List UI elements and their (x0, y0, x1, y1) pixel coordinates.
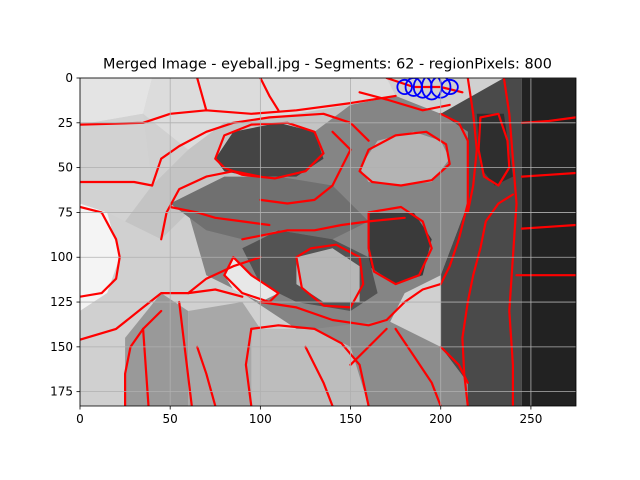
segment-lower-mid-gray (188, 302, 261, 406)
boundary-line (80, 180, 154, 187)
segment-lower-light (251, 328, 369, 406)
boundary-line (358, 130, 451, 187)
boundary-line (80, 288, 244, 341)
boundary-line (502, 78, 518, 406)
y-tick-label: 175 (50, 385, 73, 399)
x-tick-label: 100 (249, 412, 272, 426)
boundary-line (250, 324, 370, 406)
y-tick-label: 75 (58, 205, 73, 219)
y-tick-label: 125 (50, 295, 73, 309)
highlight-arc (440, 78, 459, 96)
segment-dark-blob-upper (215, 122, 324, 177)
x-tick-label: 150 (339, 412, 362, 426)
y-tick-label: 0 (65, 71, 73, 85)
boundary-line (295, 243, 365, 309)
segment-dark-core (368, 212, 432, 285)
boundary-line (259, 300, 388, 327)
segment-far-right-black (521, 78, 576, 406)
boundary-line (461, 193, 514, 406)
boundary-line (304, 345, 334, 406)
boundary-line (142, 327, 150, 406)
y-tick-label: 150 (50, 340, 73, 354)
segment-inner-light (296, 248, 360, 302)
y-tick-label: 50 (58, 161, 73, 175)
segment-light-oval (359, 131, 450, 186)
highlight-arc (396, 78, 413, 96)
x-tick-label: 200 (429, 412, 452, 426)
segment-mid-gray-band (170, 176, 369, 240)
boundary-line (244, 327, 253, 406)
plot-frame (79, 77, 577, 407)
boundary-line (394, 327, 442, 406)
x-tick-label: 250 (519, 412, 542, 426)
boundary-line (196, 345, 217, 406)
boundary-line (466, 78, 478, 214)
x-tick-label: 0 (76, 412, 84, 426)
boundary-line (259, 78, 280, 112)
boundary-line (367, 205, 433, 286)
chart-title: Merged Image - eyeball.jpg - Segments: 6… (103, 57, 552, 73)
segment-white-wedge (224, 257, 279, 302)
segment-lower-left-gray (125, 293, 189, 406)
y-axis: 0 25 50 75 100 125 150 175 (50, 71, 80, 399)
boundary-line (214, 121, 325, 180)
x-tick-label: 50 (163, 412, 178, 426)
boundary-line (187, 256, 262, 295)
boundary-line (80, 94, 397, 126)
segment-left-lower (80, 293, 126, 406)
y-tick-label: 25 (58, 116, 73, 130)
y-tick-label: 100 (50, 250, 73, 264)
segment-far-left-strip (80, 78, 153, 125)
boundary-line (196, 78, 208, 112)
x-axis: 0 50 100 150 200 250 (76, 406, 542, 426)
boundary-line (358, 91, 451, 112)
boundary-line (169, 205, 271, 227)
plot-area (79, 77, 577, 407)
segment-lower-right-gray (314, 320, 468, 406)
boundary-line (385, 283, 442, 322)
boundary-line (477, 112, 511, 187)
